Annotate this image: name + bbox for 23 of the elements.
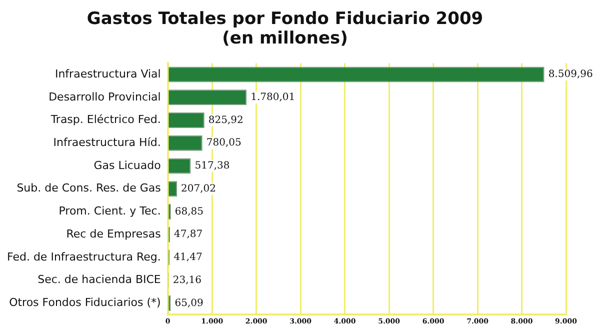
y-tick-label: Fed. de Infraestructura Reg. [6, 250, 161, 264]
data-label: 207,02 [181, 183, 216, 194]
y-tick-label: Desarrollo Provincial [48, 90, 161, 104]
data-label: 47,87 [174, 229, 203, 240]
data-label: 825,92 [208, 114, 244, 126]
data-label: 41,47 [174, 252, 202, 264]
y-tick-label: Trasp. Eléctrico Fed. [50, 113, 161, 126]
data-label: 65,09 [174, 298, 204, 309]
data-label: 68,85 [174, 206, 204, 218]
data-label: 780,05 [206, 138, 242, 149]
y-tick-label: Sub. de Cons. Res. de Gas [16, 182, 162, 195]
y-tick-label: Rec de Empresas [66, 227, 162, 240]
y-tick-label: Otros Fondos Fiduciarios (*) [9, 296, 161, 310]
data-label: 1.780,01 [250, 92, 296, 103]
y-tick-label: Gas Licuado [94, 158, 162, 172]
y-tick-label: Prom. Cient. y Tec. [58, 204, 161, 218]
data-label: 23,16 [172, 274, 202, 286]
y-tick-label: Sec. de hacienda BICE [38, 273, 161, 286]
y-tick-label: Infraestructura Híd. [53, 136, 161, 149]
y-tick-label: Infraestructura Vial [54, 67, 161, 80]
data-label: 8.509,96 [548, 69, 593, 80]
data-label: 517,38 [194, 160, 230, 172]
chart-title: Gastos Totales por Fondo Fiduciario 2009 (en millones) [86, 9, 484, 49]
